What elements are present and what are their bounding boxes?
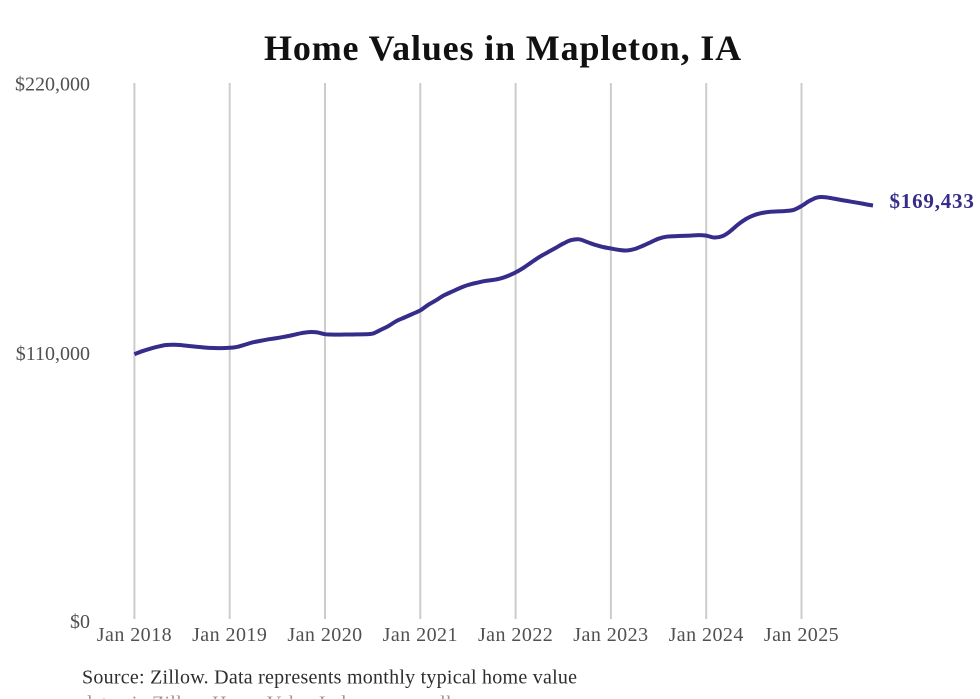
svg-text:Source: Zillow. Data represent: Source: Zillow. Data represents monthly … <box>82 667 577 689</box>
svg-text:data via Zillow Home Value Ind: data via Zillow Home Value Index, season… <box>82 693 462 699</box>
svg-text:Jan 2024: Jan 2024 <box>669 624 744 646</box>
svg-text:Jan 2019: Jan 2019 <box>192 624 267 646</box>
svg-text:$0: $0 <box>70 611 90 633</box>
svg-text:Jan 2021: Jan 2021 <box>383 624 458 646</box>
svg-text:Jan 2018: Jan 2018 <box>97 624 172 646</box>
svg-text:Jan 2022: Jan 2022 <box>478 624 553 646</box>
svg-text:$220,000: $220,000 <box>15 74 90 96</box>
svg-text:Jan 2020: Jan 2020 <box>287 624 362 646</box>
svg-text:Jan 2023: Jan 2023 <box>573 624 648 646</box>
svg-text:Home Values in Mapleton, IA: Home Values in Mapleton, IA <box>264 28 742 68</box>
svg-text:$169,433: $169,433 <box>890 189 975 213</box>
svg-text:Jan 2025: Jan 2025 <box>764 624 839 646</box>
svg-text:$110,000: $110,000 <box>16 343 90 365</box>
